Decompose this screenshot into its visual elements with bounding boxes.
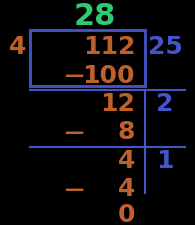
Text: —: — <box>65 66 85 85</box>
Text: 12: 12 <box>100 92 135 116</box>
Text: 25: 25 <box>148 35 182 59</box>
Text: 100: 100 <box>82 64 135 88</box>
Text: 112: 112 <box>83 35 135 59</box>
Text: 0: 0 <box>118 203 135 225</box>
Text: —: — <box>65 180 85 198</box>
Text: 4: 4 <box>118 177 135 201</box>
Text: 4: 4 <box>118 149 135 173</box>
Text: 8: 8 <box>118 120 135 144</box>
Text: 28: 28 <box>74 2 116 31</box>
Text: 4: 4 <box>9 35 27 59</box>
Text: 1: 1 <box>156 149 174 173</box>
Text: 2: 2 <box>156 92 174 116</box>
Text: —: — <box>65 123 85 142</box>
